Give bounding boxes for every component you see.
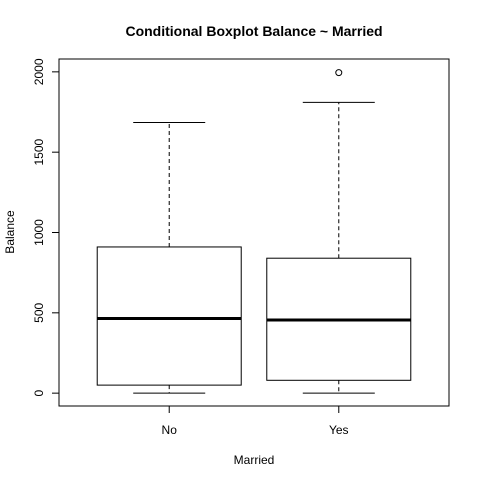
x-tick-label: No bbox=[162, 423, 178, 437]
y-tick-label: 2000 bbox=[32, 58, 46, 85]
y-tick-label: 1000 bbox=[32, 219, 46, 246]
box-yes bbox=[266, 69, 412, 394]
x-tick-label: Yes bbox=[329, 423, 349, 437]
y-tick-label: 1500 bbox=[32, 139, 46, 166]
x-axis-label: Married bbox=[234, 453, 275, 467]
y-axis: 0 500 1000 1500 2000 bbox=[32, 58, 60, 396]
chart-title: Conditional Boxplot Balance ~ Married bbox=[125, 23, 382, 39]
outlier-point bbox=[335, 69, 343, 77]
y-tick-label: 500 bbox=[32, 302, 46, 322]
box-no bbox=[96, 121, 242, 394]
boxes-layer bbox=[96, 69, 412, 394]
iqr-box bbox=[96, 246, 242, 386]
y-axis-label: Balance bbox=[3, 210, 17, 254]
y-tick-label: 0 bbox=[32, 389, 46, 396]
x-axis: No Yes bbox=[162, 405, 349, 437]
